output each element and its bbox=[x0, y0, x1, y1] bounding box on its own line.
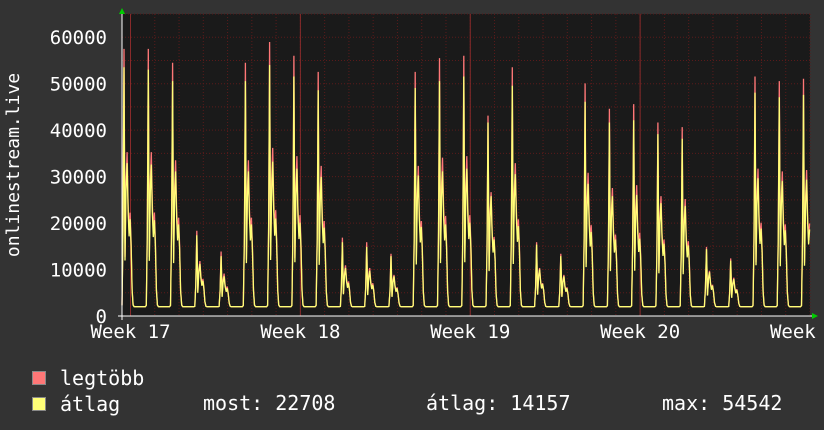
y-tick-label: 50000 bbox=[50, 74, 107, 96]
x-tick-label: Week 19 bbox=[430, 321, 510, 343]
legend: legtöbb átlag most: 22708 átlag: 14157 m… bbox=[0, 360, 824, 430]
x-tick-label: Week 18 bbox=[260, 321, 340, 343]
axes bbox=[118, 8, 818, 320]
y-tick-label: 0 bbox=[96, 306, 107, 328]
y-tick-label: 60000 bbox=[50, 27, 107, 49]
x-tick-label: Week 20 bbox=[600, 321, 680, 343]
y-tick-label: 10000 bbox=[50, 260, 107, 282]
y-ticks: 0 10000 20000 30000 40000 50000 60000 bbox=[50, 27, 107, 328]
legend-item-atlag: átlag bbox=[32, 392, 120, 416]
x-tick-label: Week 17 bbox=[90, 321, 170, 343]
stat-atlag: átlag: 14157 bbox=[426, 391, 571, 415]
series-atlag-line bbox=[121, 64, 811, 308]
legend-label-legtobb: legtöbb bbox=[60, 366, 145, 390]
y-tick-label: 20000 bbox=[50, 213, 107, 235]
stat-max: max: 54542 bbox=[662, 391, 783, 415]
y-axis-arrow bbox=[119, 8, 125, 14]
x-axis-arrow bbox=[812, 313, 818, 319]
stat-most: most: 22708 bbox=[203, 391, 336, 415]
x-ticks: Week 17 Week 18 Week 19 Week 20 Week 21 bbox=[90, 321, 824, 343]
x-tick-label: Week 21 bbox=[770, 321, 824, 343]
y-tick-label: 30000 bbox=[50, 167, 107, 189]
legend-swatch-atlag bbox=[32, 397, 46, 411]
y-axis-label: onlinestream.live bbox=[3, 73, 24, 257]
legend-label-atlag: átlag bbox=[60, 392, 121, 416]
legend-swatch-legtobb bbox=[32, 371, 46, 385]
grid bbox=[122, 13, 811, 316]
legend-item-legtobb: legtöbb bbox=[32, 366, 144, 390]
y-tick-label: 40000 bbox=[50, 120, 107, 142]
